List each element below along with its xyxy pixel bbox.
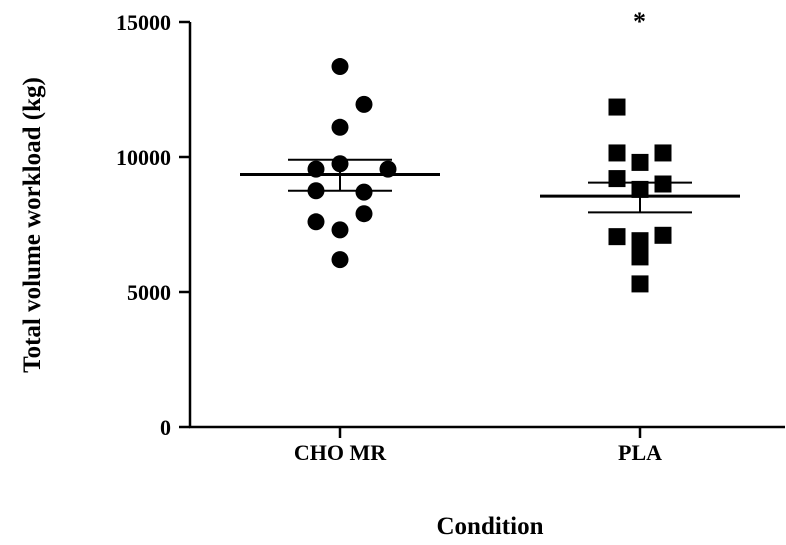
data-point-square	[654, 175, 672, 193]
data-point-square	[654, 144, 672, 162]
data-point-circle	[331, 58, 349, 76]
data-point-square	[631, 275, 649, 293]
y-axis-title: Total volume workload (kg)	[19, 77, 46, 373]
x-ticks: CHO MR PLA	[294, 427, 662, 465]
data-point-square	[631, 232, 649, 250]
y-tick-label: 5000	[127, 280, 171, 305]
data-point-circle	[355, 183, 373, 201]
data-point-circle	[331, 221, 349, 239]
x-tick-label: CHO MR	[294, 440, 387, 465]
data-point-square	[608, 144, 626, 162]
data-point-circle	[355, 95, 373, 113]
mean-sem-bars	[240, 158, 740, 214]
annotations: *	[633, 7, 646, 36]
y-tick-label: 10000	[116, 145, 171, 170]
data-point-circle	[355, 205, 373, 223]
data-point-square	[654, 226, 672, 244]
data-point-square	[608, 228, 626, 246]
data-point-circle	[331, 251, 349, 269]
y-tick-label: 15000	[116, 10, 171, 35]
significance-asterisk: *	[633, 7, 646, 36]
y-tick-label: 0	[160, 415, 171, 440]
data-point-square	[631, 248, 649, 266]
y-ticks: 0 5000 10000 15000	[116, 10, 190, 440]
x-tick-label: PLA	[618, 440, 662, 465]
data-point-square	[608, 98, 626, 116]
data-point-circle	[331, 118, 349, 136]
data-point-circle	[307, 213, 325, 231]
x-axis-title: Condition	[437, 513, 544, 540]
data-point-square	[631, 153, 649, 171]
data-point-square	[608, 170, 626, 188]
